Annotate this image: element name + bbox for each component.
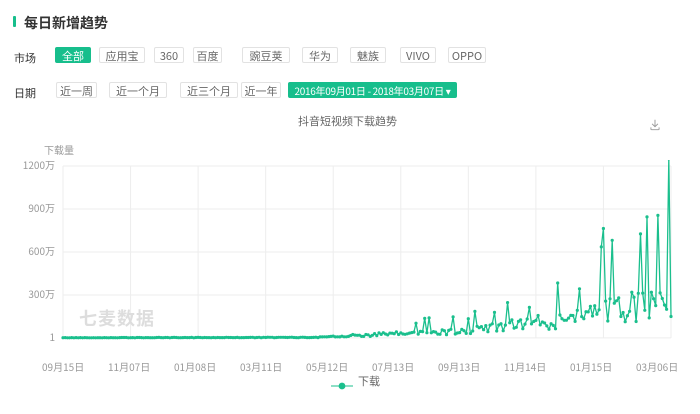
svg-text:600万: 600万 [28, 243, 55, 258]
svg-text:1200万: 1200万 [23, 160, 55, 172]
svg-text:900万: 900万 [28, 200, 55, 215]
svg-text:300万: 300万 [28, 286, 55, 301]
svg-text:1: 1 [49, 329, 55, 344]
